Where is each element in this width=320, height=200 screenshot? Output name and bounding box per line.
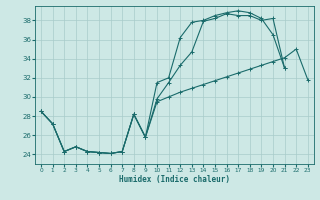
X-axis label: Humidex (Indice chaleur): Humidex (Indice chaleur): [119, 175, 230, 184]
